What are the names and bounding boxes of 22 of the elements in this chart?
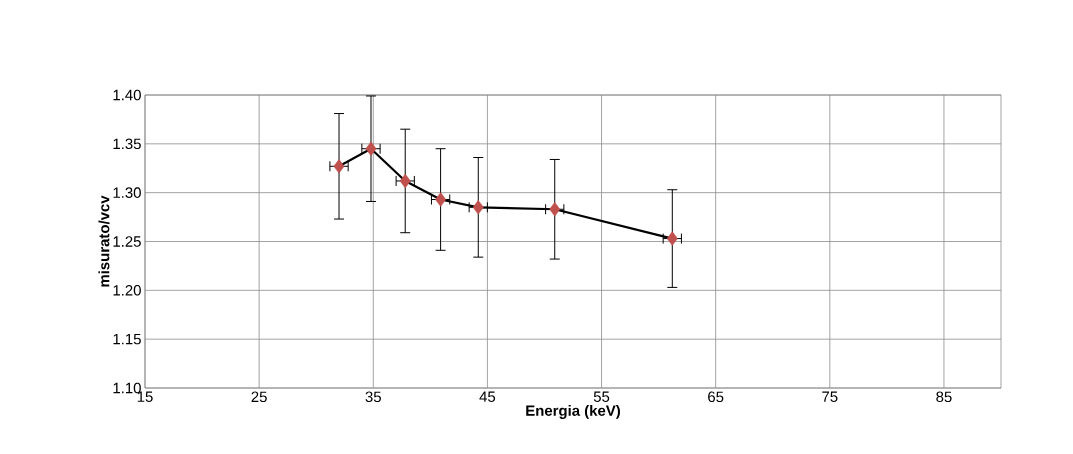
x-tick-label: 45 xyxy=(479,391,496,402)
point xyxy=(472,200,484,215)
x-tick-label: 65 xyxy=(708,391,724,403)
x-tick-label: 55 xyxy=(593,391,610,402)
point xyxy=(549,202,561,217)
point xyxy=(365,141,377,156)
y-tick-label: 1.35 xyxy=(113,138,141,150)
x-tick-label: 25 xyxy=(251,391,267,403)
y-axis-title: misurato/vcv xyxy=(98,195,110,287)
y-tick-label: 1.15 xyxy=(113,333,141,345)
point xyxy=(399,173,411,189)
point xyxy=(435,192,447,207)
point xyxy=(333,159,345,174)
x-axis-title: Energia (keV) xyxy=(526,404,620,419)
y-tick-label: 1.30 xyxy=(113,187,141,198)
x-tick-label: 35 xyxy=(365,391,381,403)
x-tick-label: 75 xyxy=(822,391,838,402)
x-tick-label: 85 xyxy=(936,391,952,403)
point xyxy=(666,231,678,246)
y-tick-label: 1.20 xyxy=(113,285,141,296)
y-tick-label: 1.40 xyxy=(113,89,141,101)
y-tick-label: 1.25 xyxy=(113,236,141,247)
